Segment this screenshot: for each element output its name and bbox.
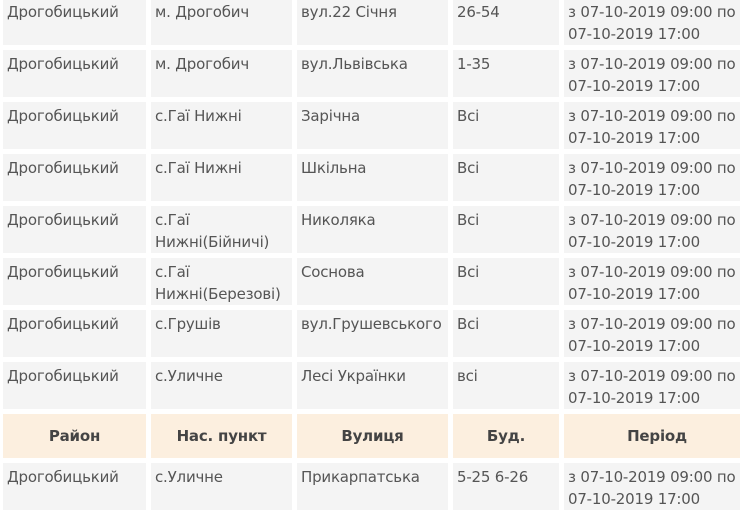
column-header-period: Період — [564, 414, 740, 458]
cell-street: вул.22 Січня — [297, 0, 448, 45]
cell-building: 26-54 — [453, 0, 559, 45]
column-header-settlement: Нас. пункт — [151, 414, 292, 458]
cell-building: 5-25 6-26 — [453, 463, 559, 510]
header-row: Район Нас. пункт Вулиця Буд. Період — [3, 414, 740, 458]
table-row: Дрогобицький с.Гаї Нижні(Березові) Соснова… — [3, 258, 740, 305]
cell-settlement: с.Грушів — [151, 310, 292, 357]
table-row: Дрогобицький м. Дрогобич вул.22 Січня 26-54… — [3, 0, 740, 45]
cell-period: з 07-10-2019 09:00 по 07-10-2019 17:00 — [564, 310, 740, 357]
cell-street: вул.Львівська — [297, 50, 448, 97]
cell-building: Всі — [453, 258, 559, 305]
cell-building: Всі — [453, 206, 559, 253]
table-row: Дрогобицький с.Гаї Нижні Зарічна Всі з 07-10… — [3, 102, 740, 149]
cell-settlement: с.Гаї Нижні(Березові) — [151, 258, 292, 305]
cell-district: Дрогобицький — [3, 206, 146, 253]
cell-period: з 07-10-2019 09:00 по 07-10-2019 17:00 — [564, 0, 740, 45]
cell-district: Дрогобицький — [3, 50, 146, 97]
table-row: Дрогобицький с.Гаї Нижні(Бійничі) Николяка… — [3, 206, 740, 253]
cell-district: Дрогобицький — [3, 362, 146, 409]
cell-street: Зарічна — [297, 102, 448, 149]
cell-settlement: м. Дрогобич — [151, 50, 292, 97]
cell-building: 1-35 — [453, 50, 559, 97]
cell-settlement: с.Гаї Нижні — [151, 102, 292, 149]
cell-district: Дрогобицький — [3, 102, 146, 149]
cell-street: Соснова — [297, 258, 448, 305]
table-row: Дрогобицький с.Грушів вул.Грушевського Всі з… — [3, 310, 740, 357]
cell-period: з 07-10-2019 09:00 по 07-10-2019 17:00 — [564, 154, 740, 201]
table-row: Дрогобицький с.Уличне Прикарпатська 5-25 6-… — [3, 463, 740, 510]
cell-period: з 07-10-2019 09:00 по 07-10-2019 17:00 — [564, 206, 740, 253]
cell-settlement: с.Уличне — [151, 463, 292, 510]
cell-building: Всі — [453, 102, 559, 149]
cell-district: Дрогобицький — [3, 310, 146, 357]
cell-street: вул.Грушевського — [297, 310, 448, 357]
table-row: Дрогобицький м. Дрогобич вул.Львівська 1-35… — [3, 50, 740, 97]
cell-period: з 07-10-2019 09:00 по 07-10-2019 17:00 — [564, 463, 740, 510]
column-header-street: Вулиця — [297, 414, 448, 458]
column-header-building: Буд. — [453, 414, 559, 458]
cell-building: Всі — [453, 154, 559, 201]
table-row: Дрогобицький с.Гаї Нижні Шкільна Всі з 07-10… — [3, 154, 740, 201]
cell-street: Шкільна — [297, 154, 448, 201]
cell-settlement: с.Гаї Нижні(Бійничі) — [151, 206, 292, 253]
cell-district: Дрогобицький — [3, 463, 146, 510]
cell-building: Всі — [453, 310, 559, 357]
cell-period: з 07-10-2019 09:00 по 07-10-2019 17:00 — [564, 258, 740, 305]
cell-street: Прикарпатська — [297, 463, 448, 510]
cell-period: з 07-10-2019 09:00 по 07-10-2019 17:00 — [564, 102, 740, 149]
cell-period: з 07-10-2019 09:00 по 07-10-2019 17:00 — [564, 50, 740, 97]
cell-period: з 07-10-2019 09:00 по 07-10-2019 17:00 — [564, 362, 740, 409]
cell-district: Дрогобицький — [3, 154, 146, 201]
table-row: Дрогобицький с.Уличне Лесі Українки всі з 07… — [3, 362, 740, 409]
cell-settlement: с.Гаї Нижні — [151, 154, 292, 201]
cell-settlement: м. Дрогобич — [151, 0, 292, 45]
cell-street: Николяка — [297, 206, 448, 253]
cell-district: Дрогобицький — [3, 258, 146, 305]
cell-district: Дрогобицький — [3, 0, 146, 45]
cell-building: всі — [453, 362, 559, 409]
cell-street: Лесі Українки — [297, 362, 448, 409]
column-header-district: Район — [3, 414, 146, 458]
cell-settlement: с.Уличне — [151, 362, 292, 409]
